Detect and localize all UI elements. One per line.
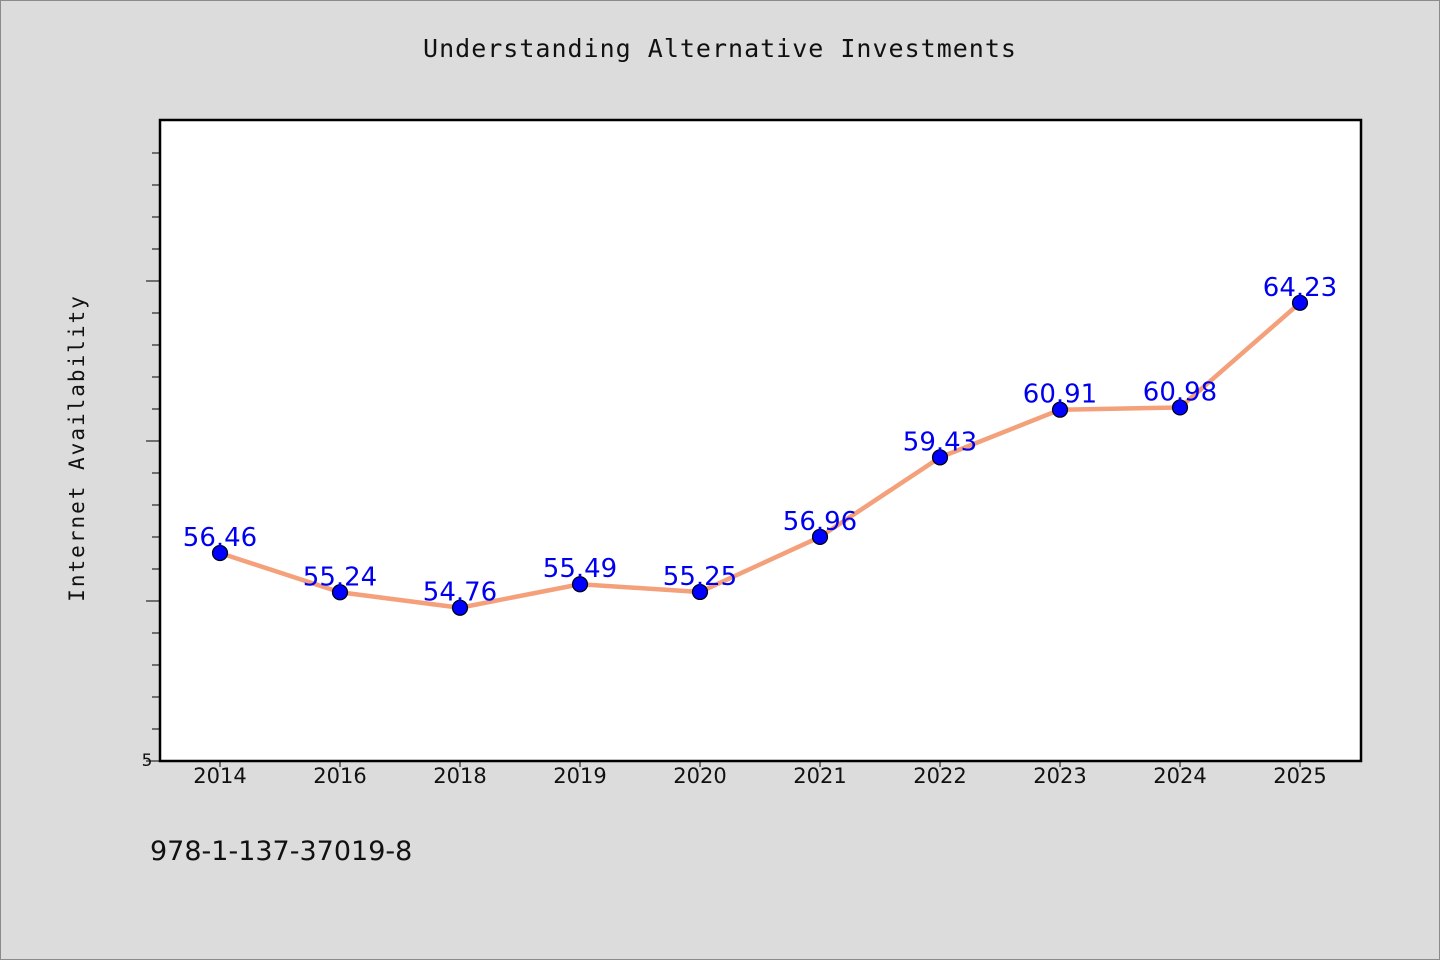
y-tick-label: 5 [142,751,153,771]
data-point [451,599,469,616]
x-tick-label: 2016 [313,764,366,788]
data-label: 56.96 [783,507,857,537]
x-tick-label: 2019 [553,764,606,788]
data-point [331,584,349,601]
data-label: 55.24 [303,562,377,592]
isbn-text: 978-1-137-37019-8 [150,836,413,867]
data-label: 55.25 [663,562,737,592]
data-label: 60.91 [1023,380,1097,410]
x-tick-label: 2014 [193,764,246,788]
data-label: 60.98 [1143,377,1217,407]
data-label: 56.46 [183,523,257,553]
data-label: 64.23 [1263,273,1337,303]
data-point [1291,294,1309,311]
data-label: 54.76 [423,578,497,608]
x-tick-label: 2022 [913,764,966,788]
x-axis: 2014 2016 2018 2019 2020 2021 2022 2023 2024 2025 [193,761,1327,788]
x-tick-label: 2018 [433,764,486,788]
data-label: 59.43 [903,427,977,457]
data-point [571,576,589,593]
data-point [811,528,829,546]
plot-area [158,118,1363,763]
data-series: 56.46 55.24 54.76 55.49 55.25 56.96 59.43 60.91… [183,273,1337,616]
series-line [217,300,1303,610]
y-axis-ticks: 5 [142,152,160,771]
data-point [931,449,949,466]
data-point [691,583,709,601]
data-label: 55.49 [543,554,617,584]
data-point [211,544,229,562]
data-point [1051,401,1069,418]
x-tick-label: 2020 [673,764,726,788]
x-tick-label: 2021 [793,764,846,788]
chart-title: Understanding Alternative Investments [423,34,1017,63]
data-point [1171,399,1189,416]
x-tick-label: 2023 [1033,764,1086,788]
x-tick-label: 2025 [1273,764,1326,788]
x-tick-label: 2024 [1153,764,1206,788]
